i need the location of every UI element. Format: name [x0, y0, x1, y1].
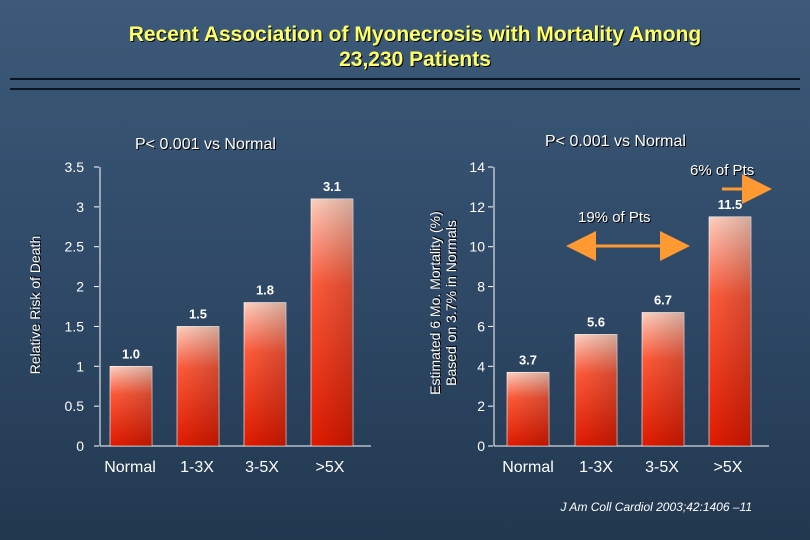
- left-category-label: Normal: [104, 459, 156, 476]
- chart-title-line-2: 23,230 Patients: [339, 48, 491, 71]
- annotation-19-pct-patients: 19% of Pts: [578, 209, 651, 226]
- right-bar-value-label: 11.5: [718, 197, 743, 212]
- right-category-label: Normal: [502, 459, 554, 476]
- left-bar-shade: [311, 198, 353, 446]
- left-category-label: 3-5X: [245, 459, 279, 476]
- title-divider-top: [10, 78, 800, 80]
- right-y-tick-label: 2: [477, 398, 485, 414]
- right-bar-value-label: 5.6: [587, 314, 605, 329]
- left-bar-value-label: 1.8: [256, 283, 274, 298]
- left-chart-subtitle: P< 0.001 vs Normal: [135, 136, 276, 153]
- right-bar-value-label: 6.7: [654, 292, 672, 307]
- right-y-tick-label: 10: [469, 239, 485, 255]
- left-y-tick-label: 0.5: [65, 398, 85, 414]
- annotation-6-pct-patients: 6% of Pts: [690, 162, 755, 179]
- left-y-tick-label: 1.5: [65, 318, 85, 334]
- left-y-tick-label: 3: [76, 199, 84, 215]
- right-bar-shade: [507, 372, 549, 446]
- right-bar-shade: [642, 312, 684, 446]
- left-category-label: >5X: [316, 459, 345, 476]
- right-y-tick-label: 4: [477, 358, 485, 374]
- right-category-label: 3-5X: [645, 459, 679, 476]
- right-category-label: 1-3X: [579, 459, 613, 476]
- left-y-tick-label: 3.5: [65, 159, 85, 175]
- left-y-tick-label: 1: [76, 358, 84, 374]
- right-y-tick-label: 6: [477, 318, 485, 334]
- right-chart-subtitle: P< 0.001 vs Normal: [545, 133, 686, 150]
- left-bar-value-label: 1.0: [122, 346, 140, 361]
- right-bar-value-label: 3.7: [519, 352, 537, 367]
- citation: J Am Coll Cardiol 2003;42:1406 –11: [560, 500, 752, 514]
- left-bar-shade: [244, 302, 286, 446]
- right-y-tick-label: 12: [469, 199, 485, 215]
- chart-title-line-1: Recent Association of Myonecrosis with M…: [128, 23, 702, 46]
- left-y-tick-label: 2: [76, 279, 84, 295]
- right-bar-shade: [575, 334, 617, 446]
- left-bar-shade: [177, 326, 219, 446]
- left-y-tick-label: 0: [76, 438, 84, 454]
- left-y-tick-label: 2.5: [65, 239, 85, 255]
- title-divider-bottom: [10, 88, 800, 90]
- right-bar-shade: [709, 216, 751, 446]
- left-bar-shade: [110, 366, 152, 446]
- right-category-label: >5X: [714, 459, 743, 476]
- left-bar-value-label: 1.5: [189, 306, 207, 321]
- right-y-tick-label: 8: [477, 279, 485, 295]
- left-bar-value-label: 3.1: [323, 179, 341, 194]
- left-category-label: 1-3X: [180, 459, 214, 476]
- right-y-tick-label: 0: [477, 438, 485, 454]
- right-y-tick-label: 14: [469, 159, 485, 175]
